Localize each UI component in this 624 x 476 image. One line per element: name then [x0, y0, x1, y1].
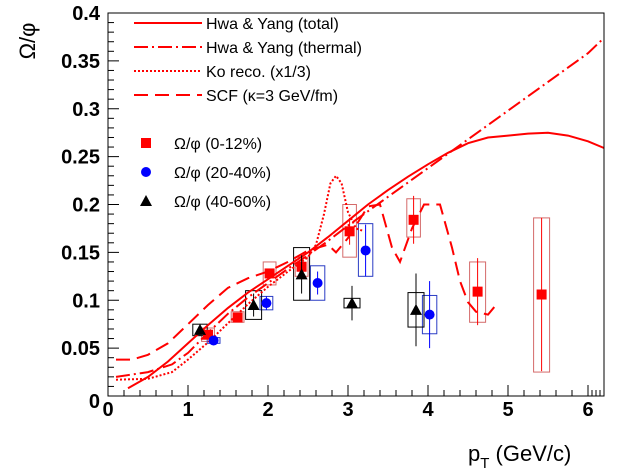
x-tick-label: 2: [262, 399, 273, 421]
data-point: [264, 268, 275, 279]
legend-marker: [141, 138, 151, 148]
data-point: [346, 297, 358, 309]
y-tick-label: 0.15: [61, 242, 100, 264]
y-axis-ticks: 0 0.05 0.1 0.15 0.2 0.25 0.3 0.35 0.4: [61, 3, 119, 413]
data-point: [247, 299, 260, 311]
x-axis-label: pT (GeV/c): [468, 441, 571, 472]
legend: Hwa & Yang (total) Hwa & Yang (thermal) Ko…: [134, 16, 362, 211]
x-tick-label: 3: [342, 399, 353, 421]
systematic-error-boxes: [192, 198, 551, 373]
y-zero-label: 0: [89, 391, 100, 413]
data-markers: [194, 195, 547, 372]
data-point: [536, 289, 547, 300]
y-tick-label: 0.35: [61, 51, 100, 73]
x-tick-label: 5: [502, 399, 513, 421]
y-tick-label: 0.2: [72, 195, 100, 217]
x-tick-label: 6: [582, 399, 593, 421]
data-point: [410, 303, 422, 315]
legend-label: SCF (κ=3 GeV/fm): [206, 88, 338, 105]
legend-label: Ko reco. (x1/3): [206, 64, 311, 81]
x-axis-ticks: 0 1 2 3 4 5 6: [102, 385, 601, 421]
y-tick-label: 0.4: [72, 3, 101, 25]
systematic-box: [309, 265, 326, 301]
legend-marker: [140, 195, 152, 206]
systematic-box: [293, 247, 311, 301]
x-tick-label: 1: [182, 399, 193, 421]
data-point: [344, 226, 355, 237]
data-point: [408, 214, 419, 225]
data-point: [208, 335, 219, 346]
data-point: [360, 245, 371, 256]
x-tick-label: 0: [102, 399, 113, 421]
legend-label: Hwa & Yang (thermal): [206, 40, 362, 57]
y-tick-label: 0.05: [61, 338, 100, 360]
model-curve: [115, 174, 365, 381]
legend-label: Ω/φ (20-40%): [174, 165, 271, 182]
model-curves: [115, 37, 605, 390]
data-point: [472, 286, 483, 297]
y-tick-label: 0.25: [61, 147, 100, 169]
model-curve: [115, 37, 605, 378]
data-point: [194, 323, 206, 335]
data-point: [232, 312, 243, 323]
legend-marker: [141, 167, 151, 177]
data-point: [424, 309, 435, 320]
model-curve: [127, 131, 605, 390]
legend-label: Ω/φ (0-12%): [174, 136, 262, 153]
legend-label: Hwa & Yang (total): [206, 16, 339, 33]
data-point: [312, 278, 323, 289]
data-point: [261, 298, 272, 309]
model-curve: [116, 203, 497, 361]
data-point: [295, 268, 308, 280]
data-point: [203, 329, 213, 340]
y-tick-label: 0.1: [72, 290, 100, 312]
legend-label: Ω/φ (40-60%): [174, 194, 271, 211]
x-tick-label: 4: [422, 399, 434, 421]
y-tick-label: 0.3: [72, 99, 100, 121]
y-axis-label: Ω/φ: [15, 23, 40, 60]
